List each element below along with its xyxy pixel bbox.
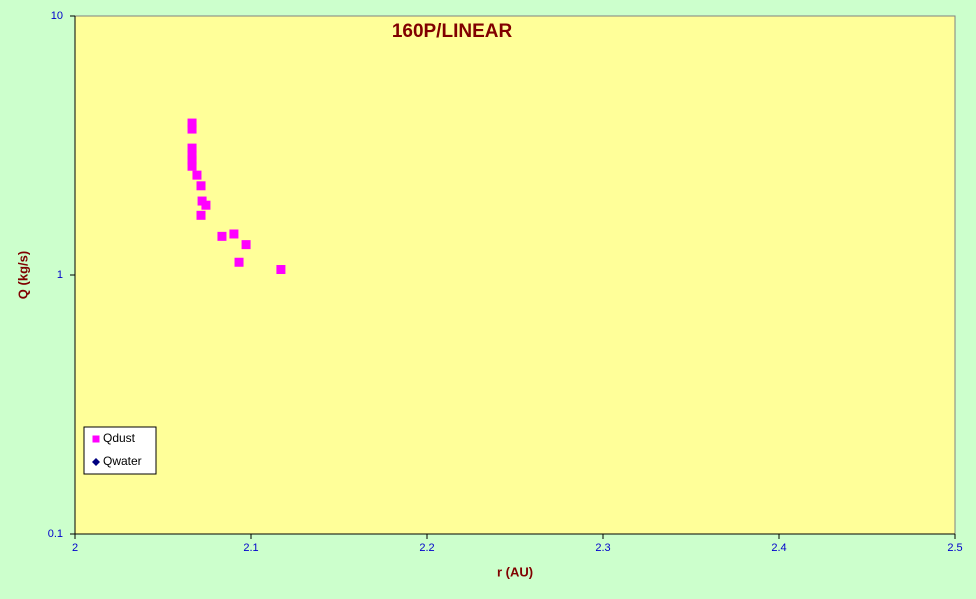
point bbox=[276, 265, 286, 275]
x-tick-label: 2.1 bbox=[243, 542, 258, 554]
point bbox=[187, 118, 197, 128]
point bbox=[241, 240, 251, 250]
x-tick-label: 2.5 bbox=[947, 542, 962, 554]
point bbox=[196, 181, 206, 191]
legend-marker bbox=[92, 458, 100, 466]
point bbox=[229, 229, 239, 239]
y-axis-label: Q (kg/s) bbox=[15, 251, 30, 299]
x-tick-label: 2.4 bbox=[771, 542, 786, 554]
chart-title: 160P/LINEAR bbox=[392, 21, 513, 42]
point bbox=[234, 257, 244, 267]
point bbox=[187, 150, 197, 160]
y-tick-label: 1 bbox=[57, 269, 63, 281]
x-axis-label: r (AU) bbox=[497, 564, 533, 579]
legend-marker bbox=[92, 435, 100, 443]
x-tick-label: 2.2 bbox=[419, 542, 434, 554]
point bbox=[187, 161, 197, 171]
point bbox=[187, 124, 197, 134]
y-tick-label: 0.1 bbox=[48, 528, 63, 540]
point bbox=[201, 200, 211, 210]
point bbox=[187, 155, 197, 165]
x-tick-label: 2 bbox=[72, 542, 78, 554]
point bbox=[192, 170, 202, 180]
legend-label: Qdust bbox=[103, 431, 136, 445]
legend-label: Qwater bbox=[103, 454, 142, 468]
point bbox=[196, 210, 206, 220]
x-tick-label: 2.3 bbox=[595, 542, 610, 554]
plot-area bbox=[74, 15, 956, 535]
point bbox=[187, 143, 197, 153]
legend bbox=[83, 426, 157, 475]
point bbox=[217, 231, 227, 241]
y-tick-label: 10 bbox=[51, 10, 63, 22]
